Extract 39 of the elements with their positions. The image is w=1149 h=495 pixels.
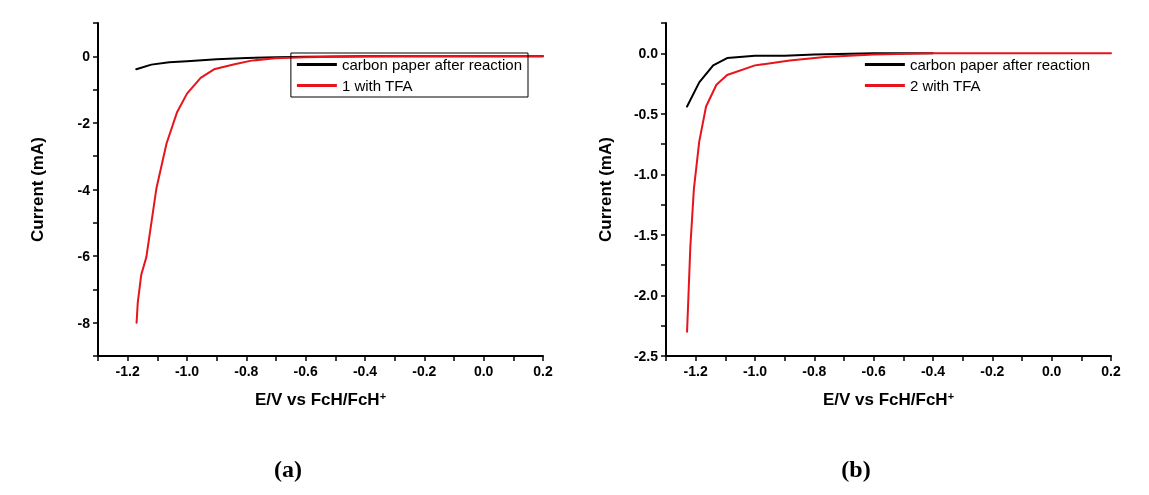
y-tick-label: -2.5 bbox=[633, 348, 659, 364]
legend-label: 1 with TFA bbox=[341, 77, 413, 94]
x-tick-label: -0.6 bbox=[293, 363, 318, 379]
y-tick-label: -2.0 bbox=[633, 287, 659, 304]
y-tick-label: -1.0 bbox=[633, 166, 659, 183]
x-tick-label: -0.8 bbox=[234, 363, 259, 379]
line-series bbox=[686, 52, 1112, 333]
y-axis-title: Current (mA) bbox=[596, 137, 615, 242]
y-tick-label: -0.5 bbox=[633, 105, 659, 122]
legend-label: carbon paper after reaction bbox=[909, 56, 1091, 73]
line-series bbox=[135, 55, 544, 324]
y-tick-label: -1.5 bbox=[633, 226, 659, 243]
y-axis-title: Current (mA) bbox=[28, 137, 47, 242]
x-tick-label: 0.0 bbox=[1041, 363, 1062, 379]
x-axis-title: E/V vs FcH/FcH+ bbox=[822, 389, 955, 409]
y-tick-label: -2 bbox=[77, 114, 91, 131]
x-tick-label: -0.4 bbox=[352, 363, 378, 379]
x-axis-title: E/V vs FcH/FcH+ bbox=[254, 389, 387, 409]
x-tick-label: -1.0 bbox=[174, 363, 200, 379]
x-tick-label: -1.0 bbox=[742, 363, 768, 379]
x-tick-label: -0.2 bbox=[980, 363, 1005, 379]
x-tick-label: 0.0 bbox=[473, 363, 494, 379]
legend-label: 2 with TFA bbox=[909, 77, 981, 94]
x-tick-label: 0.2 bbox=[1101, 363, 1121, 379]
y-tick-label: 0 bbox=[82, 48, 91, 65]
x-tick-label: -1.2 bbox=[115, 363, 140, 379]
x-tick-label: 0.2 bbox=[533, 363, 553, 379]
y-tick-label: 0.0 bbox=[638, 45, 659, 62]
y-tick-label: -8 bbox=[77, 314, 91, 331]
x-tick-label: -0.2 bbox=[412, 363, 437, 379]
x-tick-label: -0.8 bbox=[802, 363, 827, 379]
x-tick-label: -0.6 bbox=[861, 363, 886, 379]
text: (a) bbox=[274, 456, 302, 482]
legend-label: carbon paper after reaction bbox=[341, 56, 523, 73]
x-tick-label: -0.4 bbox=[920, 363, 946, 379]
x-tick-label: -1.2 bbox=[683, 363, 708, 379]
y-tick-label: -6 bbox=[77, 248, 91, 265]
text: (b) bbox=[841, 456, 871, 482]
y-tick-label: -4 bbox=[77, 181, 91, 198]
